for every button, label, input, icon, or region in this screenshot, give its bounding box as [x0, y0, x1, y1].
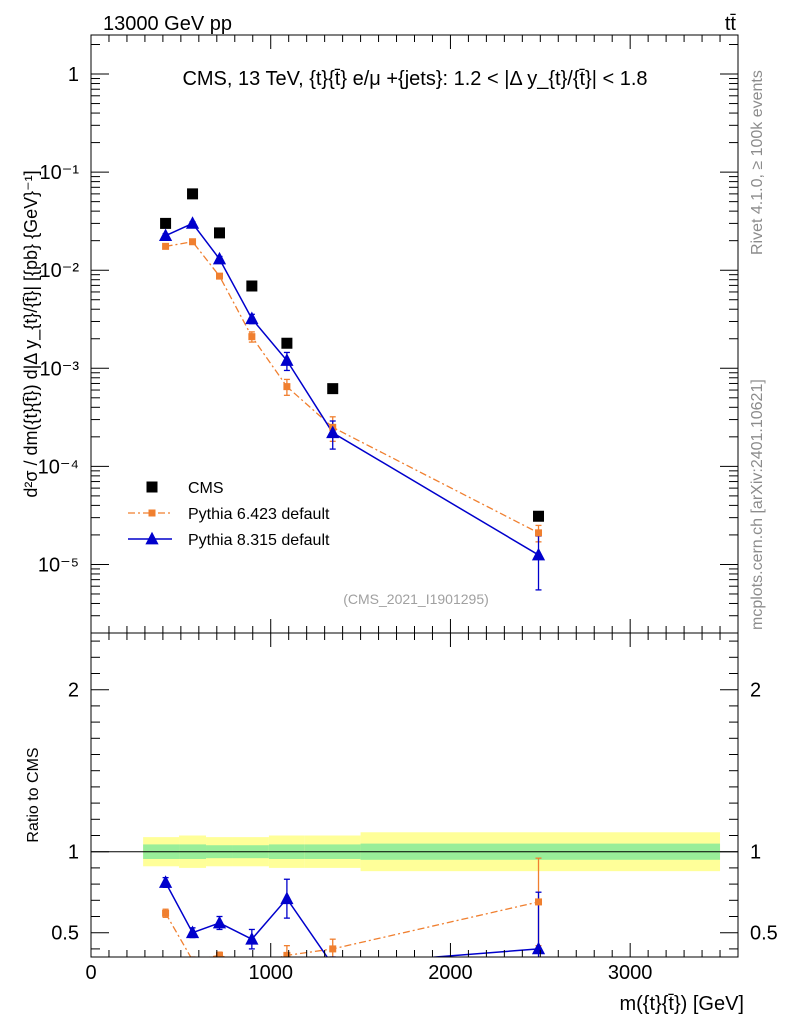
rivet-label: Rivet 4.1.0, ≥ 100k events [749, 70, 766, 255]
legend-label: CMS [188, 480, 224, 497]
x-tick-label: 1000 [248, 962, 293, 984]
data-point-cms [160, 217, 172, 229]
data-point-cms [281, 337, 293, 349]
data-point-cms [187, 188, 199, 200]
ratio-point-pythia8 [212, 915, 227, 929]
data-point-pythia6 [535, 529, 543, 537]
y-tick-label: 10⁻¹ [40, 162, 80, 184]
data-point-pythia6 [283, 383, 291, 391]
data-point-pythia6 [189, 238, 197, 246]
main-y-label: d²σ / dm({t}{t̄}) d|Δ y_{t}/{t̄}| [{pb} … [21, 170, 42, 497]
x-tick-label: 0 [85, 962, 96, 984]
legend-item: Pythia 8.315 default [128, 531, 330, 549]
data-point-pythia8 [245, 311, 259, 325]
data-point-cms [246, 280, 258, 292]
data-point-pythia8 [280, 353, 294, 366]
ratio-point-pythia8 [245, 931, 259, 945]
ratio-y-tick-label-right: 0.5 [750, 923, 778, 945]
data-point-pythia8 [326, 425, 340, 439]
data-point-cms [533, 510, 545, 522]
header-right: tt̄ [725, 13, 737, 35]
legend-item: CMS [146, 480, 224, 497]
data-point-pythia8 [212, 251, 227, 265]
ratio-point-pythia6 [283, 951, 291, 957]
data-point-pythia6 [248, 333, 256, 341]
x-tick-label: 2000 [428, 962, 473, 984]
ratio-point-pythia6 [329, 945, 337, 953]
ratio-y-label: Ratio to CMS [25, 747, 42, 842]
ratio-y-tick-label: 0.5 [51, 923, 79, 945]
x-axis-label: m({t}{t̄}) [GeV] [619, 993, 744, 1015]
mcplots-label: mcplots.cern.ch [arXiv:2401.10621] [749, 379, 766, 630]
ratio-point-pythia8 [280, 891, 294, 905]
y-tick-label: 1 [68, 64, 79, 86]
main-panel: 1 10⁻¹ 10⁻² 10⁻³ 10⁻⁴ 10⁻⁵ CMS, 13 TeV, {t}{t… [21, 34, 739, 634]
legend-marker [146, 481, 158, 493]
ratio-frame [90, 632, 739, 958]
data-point-pythia8 [158, 228, 173, 242]
y-tick-label: 10⁻⁴ [38, 456, 79, 478]
data-point-cms [214, 227, 226, 239]
ratio-point-pythia8 [185, 925, 200, 939]
ratio-point-pythia6 [216, 951, 224, 957]
legend: CMS Pythia 6.423 default Pythia 8.315 defa… [128, 480, 330, 549]
y-tick-label: 10⁻³ [40, 358, 80, 380]
ratio-y-tick-label: 1 [68, 842, 79, 864]
ratio-point-pythia8 [326, 958, 339, 971]
legend-marker [148, 509, 156, 517]
y-tick-label: 10⁻⁵ [38, 554, 79, 576]
ratio-panel: 0.5 0.5 1 1 2 2 0 1000 2000 3000 Ratio to CMS m({… [25, 632, 778, 1015]
data-point-pythia6 [216, 272, 224, 280]
data-point-cms [327, 383, 339, 395]
data-point-pythia6 [162, 242, 170, 250]
ratio-point-pythia6 [189, 956, 197, 957]
x-tick-label: 3000 [608, 962, 653, 984]
ratio-point-pythia6 [162, 909, 170, 917]
ratio-point-pythia8 [531, 941, 546, 955]
legend-marker [145, 531, 159, 545]
legend-item: Pythia 6.423 default [128, 506, 330, 523]
data-point-pythia8 [531, 547, 546, 561]
plot-title: CMS, 13 TeV, {t}{t̄} e/μ +{jets}: 1.2 < … [182, 68, 647, 90]
legend-label: Pythia 8.315 default [188, 532, 330, 549]
ratio-y-tick-label: 2 [68, 680, 79, 702]
analysis-id: (CMS_2021_I1901295) [343, 591, 489, 607]
ratio-point-pythia8 [158, 875, 173, 888]
ratio-y-tick-label-right: 2 [750, 680, 761, 702]
legend-label: Pythia 6.423 default [188, 506, 330, 523]
ratio-y-tick-label-right: 1 [750, 842, 761, 864]
data-point-pythia8 [185, 216, 200, 229]
y-tick-label: 10⁻² [40, 260, 80, 282]
header-left: 13000 GeV pp [103, 13, 232, 35]
ratio-point-pythia6 [535, 898, 543, 906]
